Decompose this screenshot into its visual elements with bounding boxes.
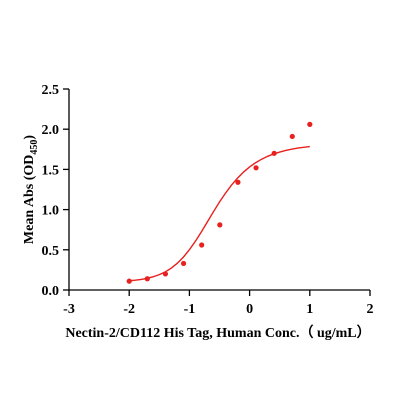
x-tick-label: -1 xyxy=(184,302,196,317)
x-tick-label: 2 xyxy=(367,302,374,317)
data-point xyxy=(253,165,259,171)
x-tick-label: 0 xyxy=(246,302,253,317)
y-axis-title-subscript: 450 xyxy=(29,140,40,155)
y-tick-label: 1.0 xyxy=(42,204,60,219)
data-point xyxy=(199,242,205,248)
fit-curve xyxy=(129,145,310,282)
data-point xyxy=(180,260,187,267)
data-point xyxy=(235,179,241,185)
y-axis-title: Mean Abs (OD450) xyxy=(22,135,40,244)
y-tick-label: 2.0 xyxy=(42,123,60,138)
y-axis-ticks: 0.0 0.5 1.0 1.5 2.0 2.5 xyxy=(42,83,69,299)
data-point xyxy=(144,276,150,282)
x-tick-label: -2 xyxy=(123,302,135,317)
x-tick-label: -3 xyxy=(63,302,75,317)
x-axis-ticks: -3 -2 -1 0 1 2 xyxy=(63,290,374,317)
data-point xyxy=(271,150,277,156)
data-points xyxy=(126,121,313,284)
data-point xyxy=(307,121,313,127)
y-tick-label: 0.5 xyxy=(42,244,60,259)
data-point xyxy=(126,278,132,284)
data-point xyxy=(217,222,223,228)
x-axis-title: Nectin-2/CD112 His Tag, Human Conc.（ ug/… xyxy=(65,325,370,341)
x-tick-label: 1 xyxy=(306,302,313,317)
data-point xyxy=(289,133,295,140)
y-tick-label: 1.5 xyxy=(42,163,60,178)
y-axis-title-close: ) xyxy=(22,135,37,140)
y-tick-label: 0.0 xyxy=(42,284,60,299)
y-tick-label: 2.5 xyxy=(42,83,60,98)
data-point xyxy=(162,271,169,277)
y-axis-title-main: Mean Abs (OD xyxy=(22,155,37,244)
